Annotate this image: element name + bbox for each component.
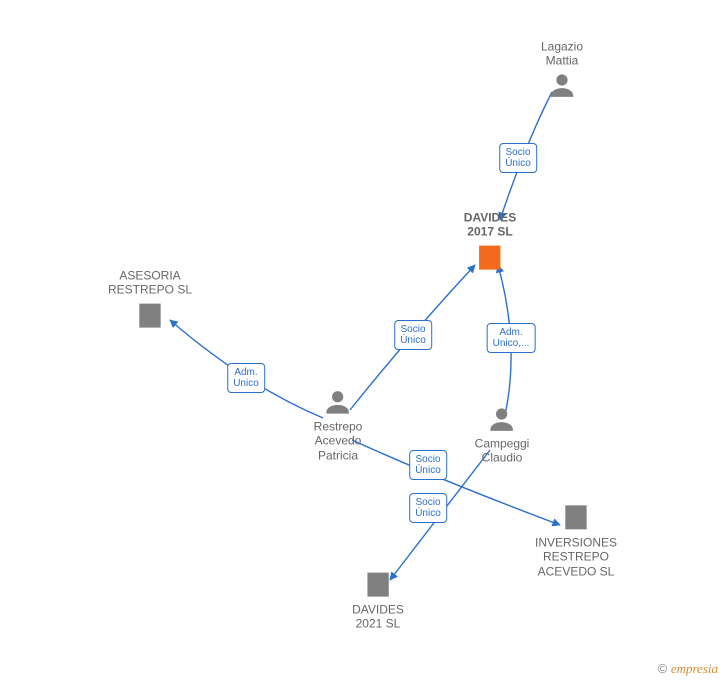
watermark: © empresia	[658, 661, 718, 677]
node-label: INVERSIONES RESTREPO ACEVEDO SL	[535, 535, 617, 578]
node-label: Restrepo Acevedo Patricia	[314, 419, 363, 462]
edge-label: Socio Único	[499, 143, 537, 173]
person-icon	[314, 387, 363, 417]
building-icon	[108, 299, 192, 331]
node-label: Lagazio Mattia	[541, 40, 583, 69]
edge-label: Socio Único	[409, 450, 447, 480]
building-icon	[535, 501, 617, 533]
building-icon	[352, 569, 404, 601]
node-label: ASESORIA RESTREPO SL	[108, 269, 192, 298]
diagram-canvas: Socio Único Adm. Unico Socio Único Adm. Uni…	[0, 0, 728, 685]
node-inversiones[interactable]: INVERSIONES RESTREPO ACEVEDO SL	[535, 501, 617, 578]
brand-name: empresia	[671, 661, 718, 676]
building-icon	[464, 241, 516, 273]
person-icon	[475, 405, 530, 435]
node-label: Campeggi Claudio	[475, 437, 530, 466]
node-label: DAVIDES 2017 SL	[464, 211, 516, 240]
person-icon	[541, 70, 583, 100]
edge-label: Socio Único	[409, 493, 447, 523]
node-lagazio[interactable]: Lagazio Mattia	[541, 40, 583, 101]
node-davides17[interactable]: DAVIDES 2017 SL	[464, 211, 516, 274]
node-restrepo[interactable]: Restrepo Acevedo Patricia	[314, 387, 363, 462]
edge-label: Adm. Unico,...	[487, 323, 536, 353]
edge-label: Socio Único	[394, 320, 432, 350]
node-asesoria[interactable]: ASESORIA RESTREPO SL	[108, 269, 192, 332]
node-label: DAVIDES 2021 SL	[352, 603, 404, 632]
edge-label: Adm. Unico	[227, 363, 265, 393]
node-davides21[interactable]: DAVIDES 2021 SL	[352, 569, 404, 632]
node-campeggi[interactable]: Campeggi Claudio	[475, 405, 530, 466]
copyright-symbol: ©	[658, 661, 668, 676]
